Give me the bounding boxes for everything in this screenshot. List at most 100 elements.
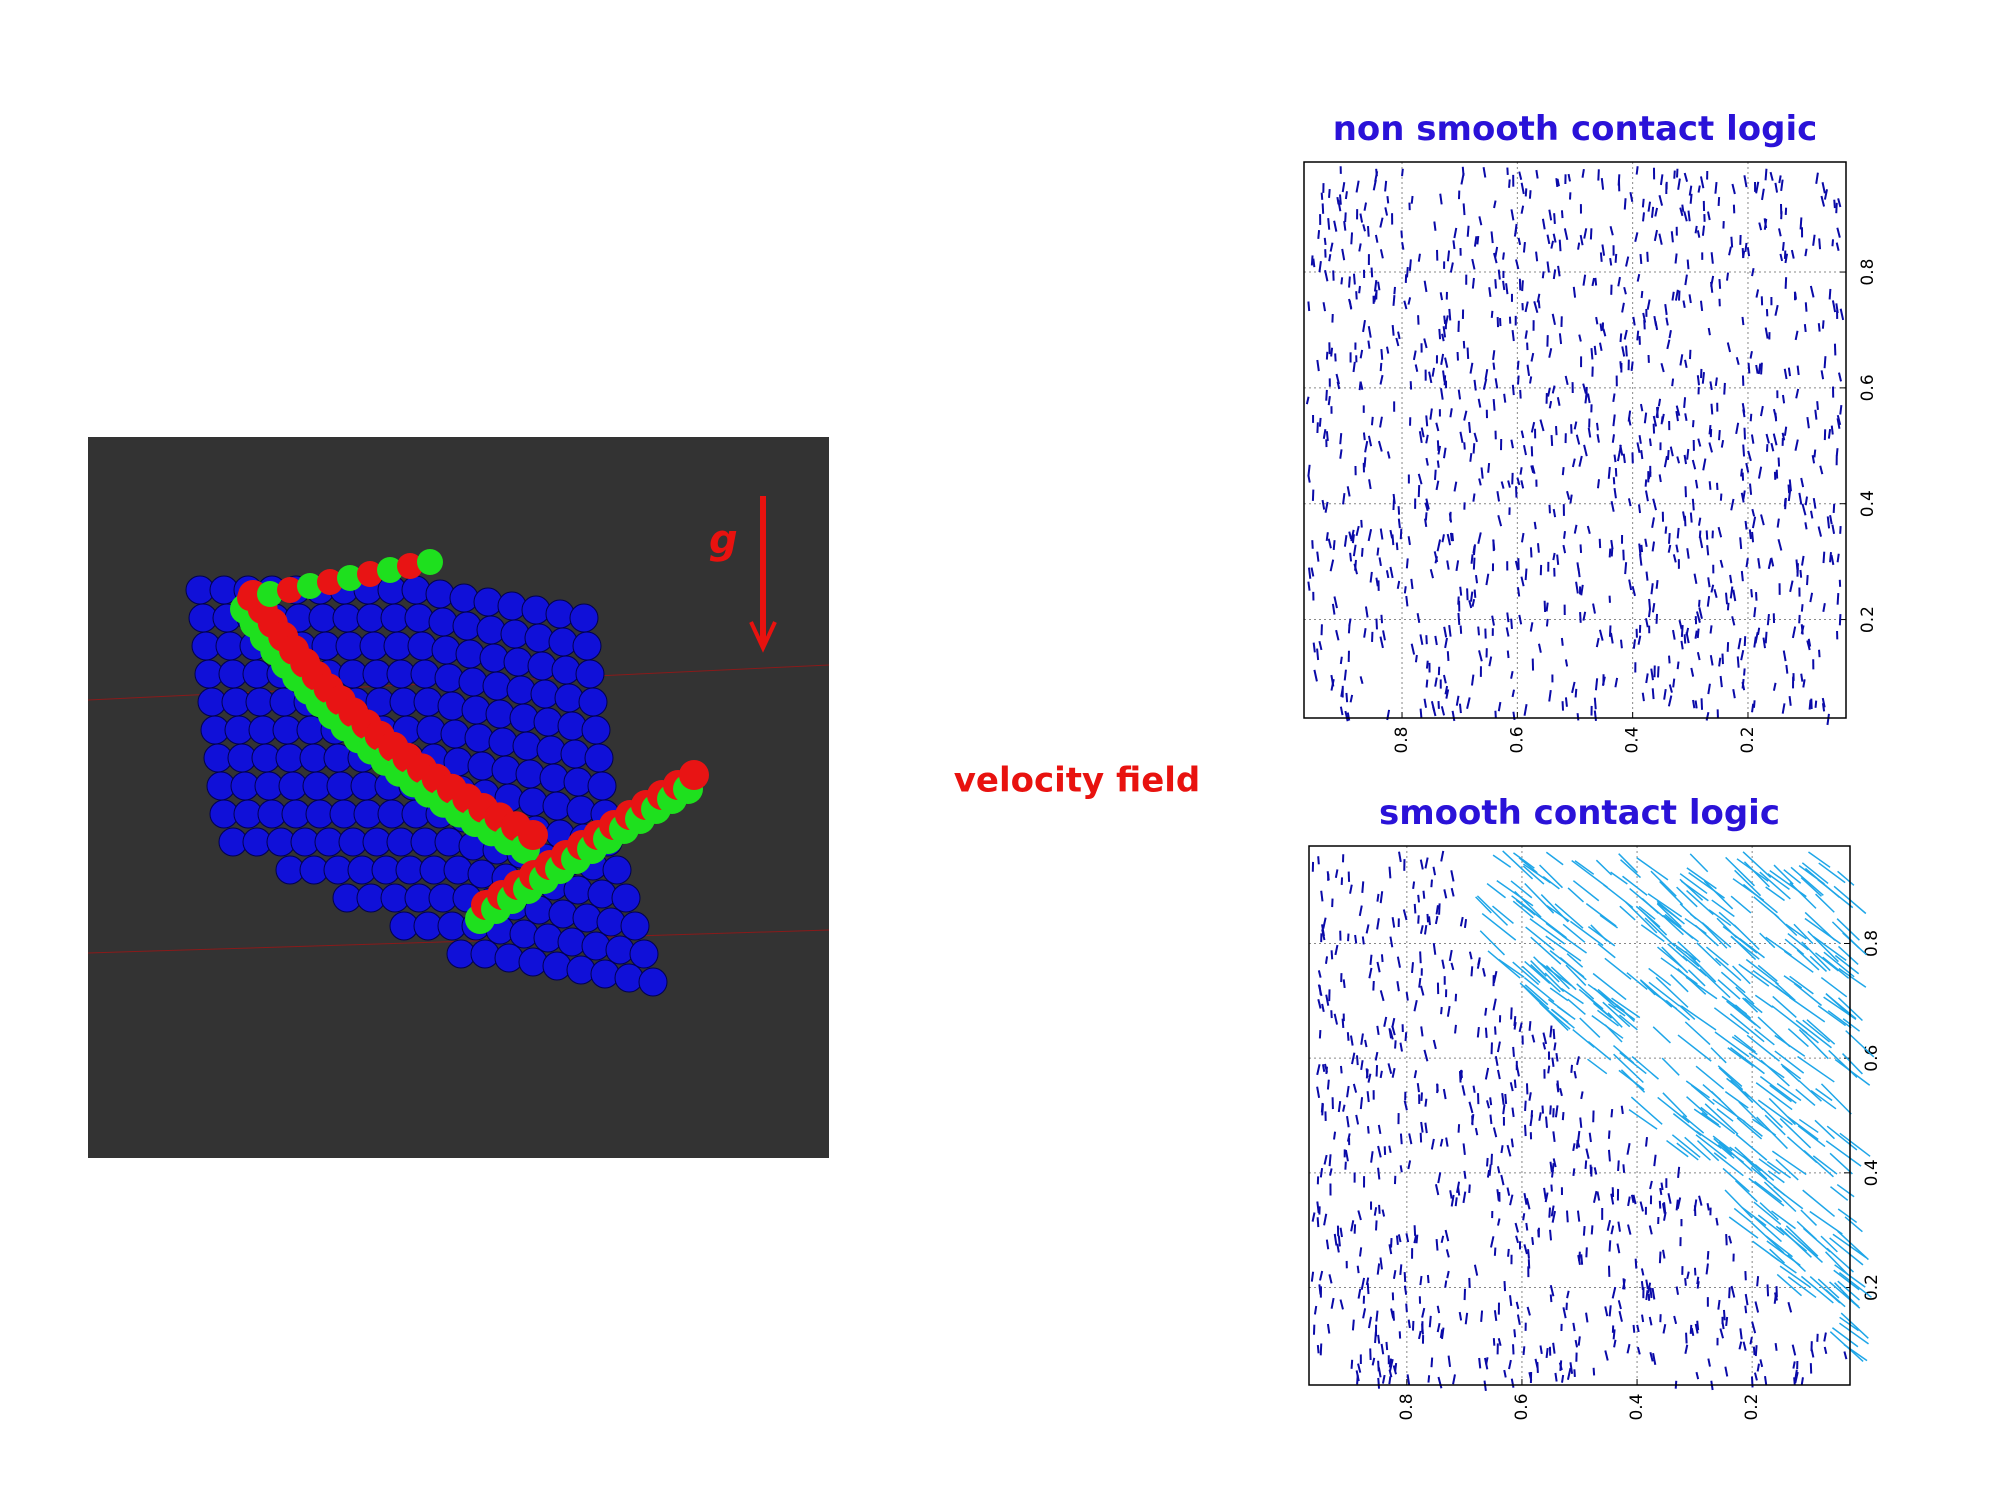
arrow (1417, 894, 1420, 903)
arrow (1316, 1086, 1321, 1098)
arrow (1578, 334, 1582, 342)
arrow (1397, 331, 1401, 340)
arrow (1706, 1202, 1710, 1211)
arrow (1679, 354, 1684, 366)
arrow (1659, 1187, 1663, 1196)
sphere (557, 711, 587, 741)
arrow (1715, 1217, 1719, 1226)
arrow (1642, 212, 1645, 222)
arrow (1602, 328, 1607, 337)
arrow (1380, 954, 1384, 963)
arrow (1728, 1287, 1731, 1299)
arrow (1684, 1136, 1711, 1161)
arrow (1701, 225, 1706, 236)
arrow (1350, 232, 1354, 245)
arrow (1510, 618, 1513, 630)
sphere (509, 703, 539, 733)
arrow (1545, 851, 1564, 866)
arrow (1440, 353, 1445, 365)
arrow (1719, 1328, 1725, 1339)
arrow (1367, 1316, 1372, 1329)
arrow (1561, 935, 1587, 954)
arrow (1378, 1204, 1381, 1214)
arrow (1741, 316, 1745, 326)
arrow (1728, 1235, 1733, 1244)
arrow (1380, 1343, 1385, 1355)
arrow (1405, 1233, 1410, 1243)
arrow (1724, 1091, 1749, 1109)
arrow (1785, 1225, 1819, 1257)
sphere (476, 615, 506, 645)
arrow (1322, 917, 1327, 929)
arrow (1678, 619, 1683, 630)
arrow (1307, 475, 1311, 483)
arrow (1579, 1017, 1601, 1038)
arrow (1418, 431, 1423, 444)
arrow (1758, 1158, 1781, 1175)
arrow (1541, 218, 1546, 230)
arrow (1524, 188, 1528, 197)
arrow (1574, 1339, 1579, 1348)
arrow (1842, 932, 1867, 956)
arrow (1373, 1207, 1378, 1216)
arrow (1520, 576, 1525, 587)
arrow (1582, 611, 1587, 621)
arrow (1779, 1265, 1811, 1288)
arrow (1826, 713, 1830, 726)
arrow (1453, 227, 1458, 239)
arrow (1334, 869, 1339, 878)
arrow (1667, 1193, 1672, 1204)
sphere (563, 767, 593, 797)
arrow (1603, 884, 1634, 909)
arrow (1641, 198, 1645, 208)
arrow (1524, 330, 1528, 339)
arrow (1829, 1152, 1853, 1175)
arrow (1779, 253, 1784, 262)
arrow (1596, 1191, 1601, 1201)
arrow (1388, 1376, 1392, 1385)
arrow (1576, 983, 1595, 1000)
arrow (1686, 1271, 1690, 1280)
arrow (1710, 275, 1715, 287)
arrow (1836, 1183, 1855, 1198)
sphere (545, 599, 575, 629)
arrow (1761, 188, 1765, 201)
arrow (1714, 1031, 1750, 1058)
arrow (1736, 1117, 1763, 1140)
sphere (449, 583, 479, 613)
arrow (1545, 1347, 1549, 1359)
arrow (1794, 439, 1799, 451)
arrow (1531, 910, 1567, 939)
arrow (1424, 857, 1429, 869)
sphere (548, 627, 578, 657)
arrow (1717, 526, 1723, 538)
arrow (1530, 465, 1535, 474)
arrow (1539, 864, 1564, 889)
arrow (1576, 1210, 1581, 1222)
arrow (1584, 392, 1588, 404)
arrow (1445, 1137, 1449, 1147)
arrow (1680, 625, 1684, 638)
arrow (1321, 499, 1326, 510)
arrow (1494, 279, 1497, 289)
arrow (1443, 626, 1448, 638)
arrow (1423, 1049, 1429, 1062)
arrow (1814, 1119, 1835, 1140)
arrow (1738, 1101, 1765, 1128)
arrow (1498, 958, 1525, 978)
arrow (1515, 1301, 1520, 1310)
arrow (1640, 979, 1656, 996)
arrow (1680, 1005, 1717, 1031)
sphere (297, 573, 323, 599)
arrow (1658, 233, 1663, 245)
arrow (1385, 1341, 1389, 1351)
arrow (1445, 315, 1449, 325)
arrow (1754, 1345, 1758, 1357)
arrow (1602, 1001, 1631, 1028)
arrow (1425, 415, 1429, 427)
arrow (1750, 1376, 1754, 1388)
arrow (1800, 624, 1804, 635)
arrow (1804, 248, 1808, 257)
arrow (1780, 1063, 1802, 1080)
arrow (1620, 1105, 1624, 1115)
